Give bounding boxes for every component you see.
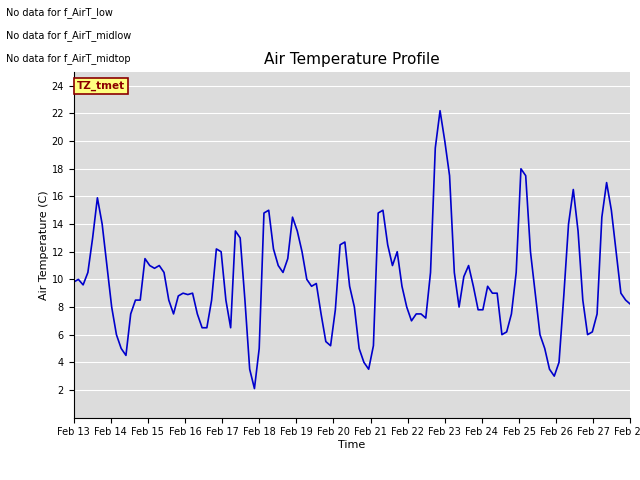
- Text: No data for f_AirT_midtop: No data for f_AirT_midtop: [6, 53, 131, 64]
- Text: No data for f_AirT_low: No data for f_AirT_low: [6, 7, 113, 18]
- Y-axis label: Air Temperature (C): Air Temperature (C): [38, 190, 49, 300]
- Title: Air Temperature Profile: Air Temperature Profile: [264, 52, 440, 67]
- Text: TZ_tmet: TZ_tmet: [77, 81, 125, 91]
- Text: No data for f_AirT_midlow: No data for f_AirT_midlow: [6, 30, 132, 41]
- X-axis label: Time: Time: [339, 440, 365, 450]
